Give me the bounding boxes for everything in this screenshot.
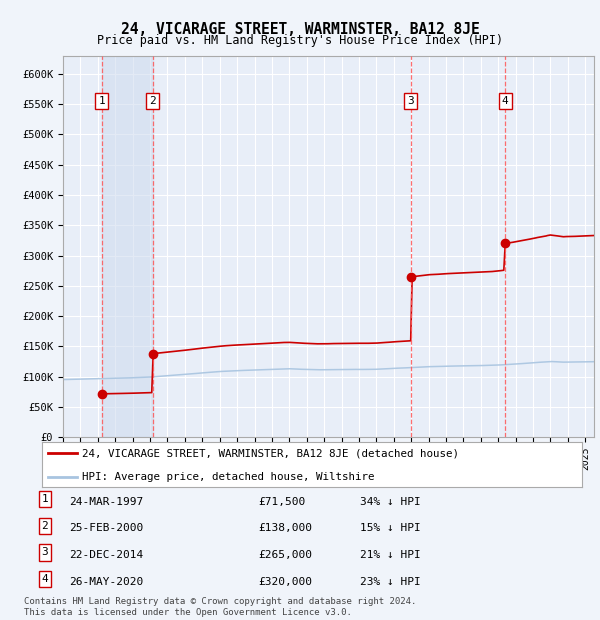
Text: Contains HM Land Registry data © Crown copyright and database right 2024.
This d: Contains HM Land Registry data © Crown c… (24, 598, 416, 617)
Text: 2: 2 (41, 521, 49, 531)
Text: Price paid vs. HM Land Registry's House Price Index (HPI): Price paid vs. HM Land Registry's House … (97, 34, 503, 47)
Text: 4: 4 (41, 574, 49, 584)
Bar (102, 56, 152, 437)
Text: 1: 1 (98, 96, 105, 106)
Text: 24, VICARAGE STREET, WARMINSTER, BA12 8JE: 24, VICARAGE STREET, WARMINSTER, BA12 8J… (121, 22, 479, 37)
Text: £71,500: £71,500 (258, 497, 305, 507)
Text: 15% ↓ HPI: 15% ↓ HPI (360, 523, 421, 533)
Text: HPI: Average price, detached house, Wiltshire: HPI: Average price, detached house, Wilt… (83, 472, 375, 482)
Text: 3: 3 (41, 547, 49, 557)
Text: 23% ↓ HPI: 23% ↓ HPI (360, 577, 421, 587)
Text: 26-MAY-2020: 26-MAY-2020 (69, 577, 143, 587)
Text: £320,000: £320,000 (258, 577, 312, 587)
Text: 34% ↓ HPI: 34% ↓ HPI (360, 497, 421, 507)
Text: 24-MAR-1997: 24-MAR-1997 (69, 497, 143, 507)
Text: £265,000: £265,000 (258, 550, 312, 560)
Text: 21% ↓ HPI: 21% ↓ HPI (360, 550, 421, 560)
Text: 1: 1 (41, 494, 49, 504)
Text: 4: 4 (502, 96, 509, 106)
Text: £138,000: £138,000 (258, 523, 312, 533)
Text: 25-FEB-2000: 25-FEB-2000 (69, 523, 143, 533)
Text: 3: 3 (407, 96, 414, 106)
Text: 22-DEC-2014: 22-DEC-2014 (69, 550, 143, 560)
Text: 24, VICARAGE STREET, WARMINSTER, BA12 8JE (detached house): 24, VICARAGE STREET, WARMINSTER, BA12 8J… (83, 448, 460, 458)
Text: 2: 2 (149, 96, 156, 106)
